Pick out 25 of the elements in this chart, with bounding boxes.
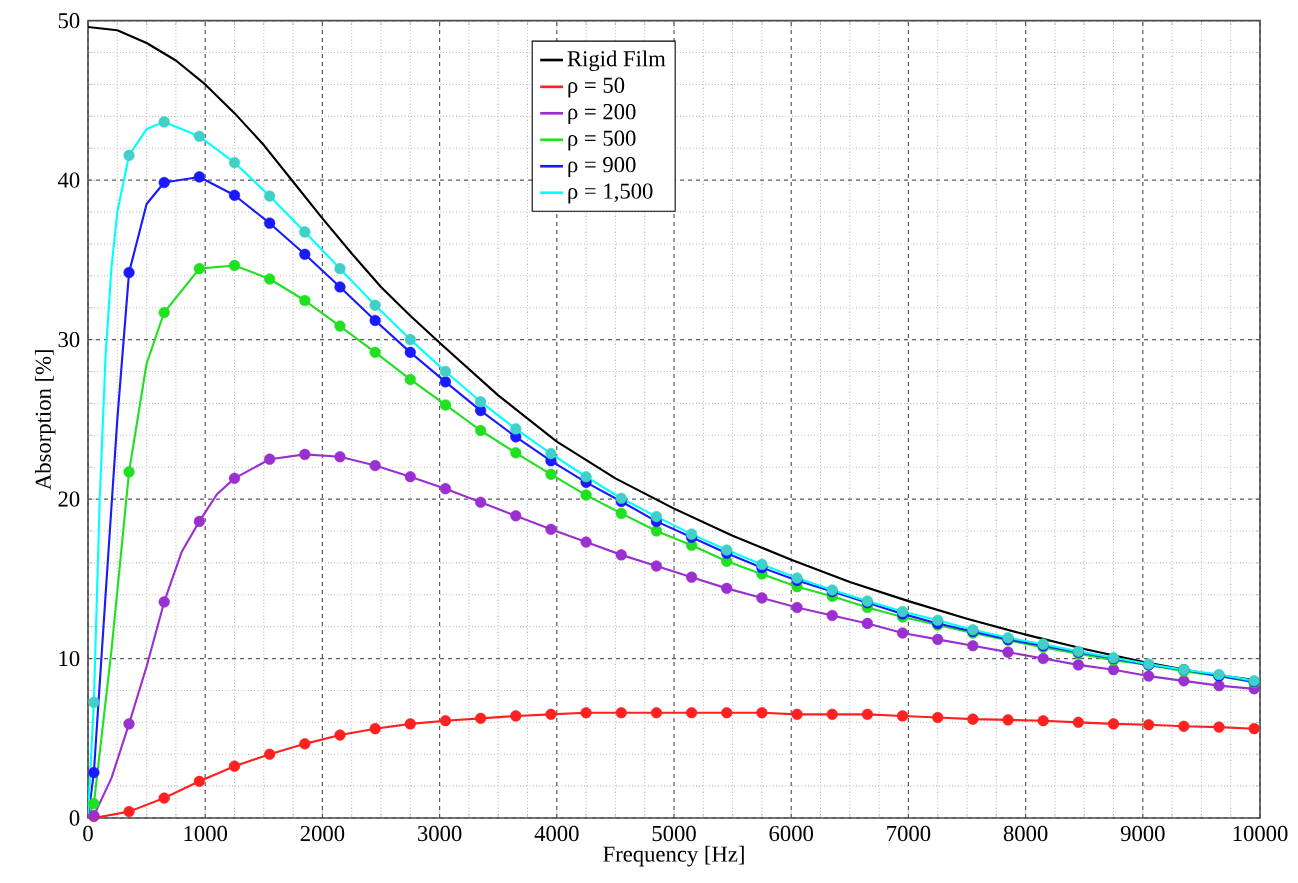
y-tick-label: 20 <box>58 491 80 507</box>
x-tick-label: 1000 <box>184 825 228 842</box>
y-tick-label: 40 <box>57 172 80 188</box>
legend-label: Rigid Film <box>567 50 666 72</box>
x-axis-title: Frequency [Hz] <box>603 845 744 867</box>
legend-label: ρ = 50 <box>568 77 625 98</box>
x-tick-label: 4000 <box>534 825 579 842</box>
y-tick-label: 10 <box>59 650 80 667</box>
y-tick-label: 30 <box>58 331 80 348</box>
x-tick-label: 6000 <box>769 825 814 842</box>
legend-label: ρ = 900 <box>568 157 636 177</box>
x-tick-label: 10000 <box>1233 825 1288 842</box>
legend-label: ρ = 1,500 <box>568 183 653 204</box>
x-tick-label: 8000 <box>1003 825 1048 842</box>
x-tick-label: 7000 <box>887 825 931 842</box>
x-tick-label: 3000 <box>418 825 462 842</box>
x-tick-label: 0 <box>83 825 93 842</box>
legend-label: ρ = 200 <box>568 104 636 124</box>
x-tick-label: 9000 <box>1120 825 1165 842</box>
legend-label: ρ = 500 <box>568 130 636 151</box>
x-tick-label: 2000 <box>300 825 345 842</box>
y-tick-label: 0 <box>69 810 80 826</box>
x-tick-label: 5000 <box>652 825 696 842</box>
y-axis-title: Absorption [%] <box>34 350 56 490</box>
y-tick-label: 50 <box>58 13 80 29</box>
